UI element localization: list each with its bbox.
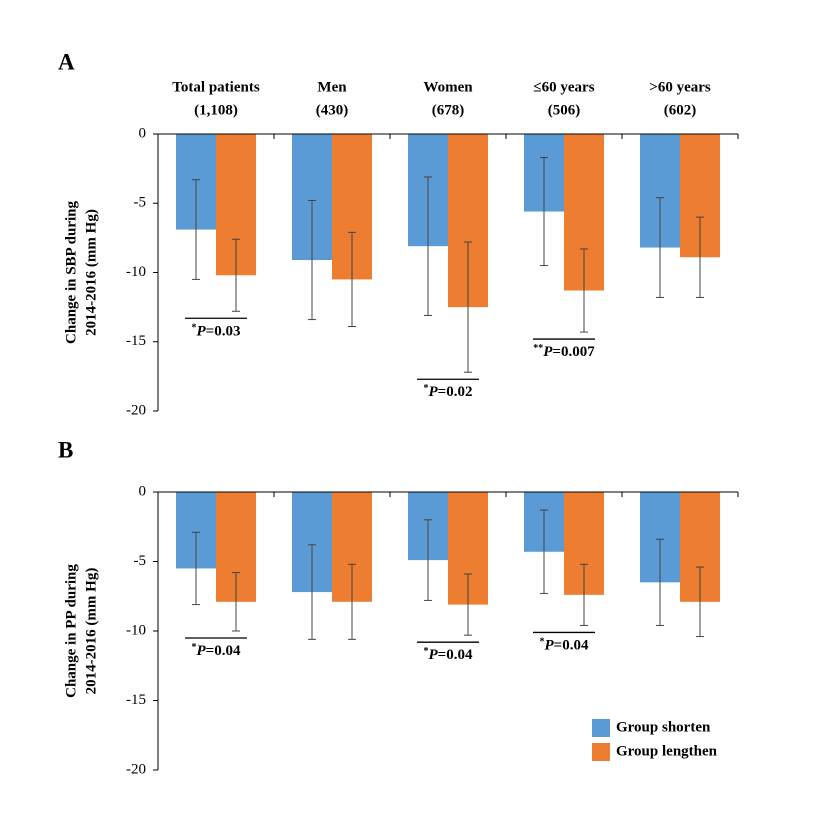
error-bar [656,197,664,298]
x-tick-label: (602) [664,102,697,118]
x-tick-label: (1,108) [194,102,238,118]
y-axis-title: 2014-2016 (mm Hg) [83,209,99,336]
y-tick-label: -10 [126,622,146,638]
y-axis-title: Change in SBP during [63,201,79,344]
y-tick-label: -20 [126,402,146,418]
significance-value: =0.04 [438,648,473,664]
y-tick-label: 0 [139,483,147,499]
legend-label: Group shorten [616,719,711,735]
error-bar [540,157,548,267]
y-tick-label: -20 [126,761,146,777]
y-tick-label: 0 [139,125,147,141]
x-tick-label: Total patients [172,79,260,95]
error-bar [540,509,548,594]
significance-label: *P=0.04 [192,642,241,659]
significance-label: *P=0.04 [424,646,473,663]
y-axis-title: 2014-2016 (mm Hg) [83,568,99,695]
significance-marker: * [424,384,429,395]
y-tick-label: -15 [126,333,146,349]
significance-label: *P=0.04 [540,637,589,654]
error-bar [424,519,432,601]
error-bar [656,538,664,626]
significance-label: *P=0.03 [192,323,241,340]
significance-p: P [197,324,207,340]
panel-label: A [58,49,75,74]
significance-p: P [429,648,439,664]
significance-p: P [545,638,555,654]
x-tick-label: (506) [548,102,581,118]
significance-label: *P=0.02 [424,384,473,401]
x-tick-label: Women [423,79,473,95]
significance-p: P [197,643,207,659]
y-tick-label: -10 [126,264,146,280]
significance-label: **P=0.007 [533,343,595,360]
significance-p: P [429,385,439,401]
error-bar [348,563,356,640]
significance-marker: ** [533,343,543,354]
x-tick-label: >60 years [649,79,711,95]
y-tick-label: -15 [126,692,146,708]
x-tick-label: (678) [432,102,465,118]
significance-marker: * [424,646,429,657]
y-axis-title: Change in PP during [63,564,79,698]
x-tick-label: Men [317,79,347,95]
x-tick-label: ≤60 years [533,79,594,95]
significance-value: =0.03 [206,324,241,340]
error-bar [580,563,588,626]
error-bar [192,179,200,280]
significance-value: =0.007 [552,344,595,360]
error-bar [232,238,240,312]
significance-marker: * [192,642,197,653]
error-bar [424,176,432,316]
legend-swatch [592,719,610,737]
y-tick-label: -5 [134,195,147,211]
error-bar [192,531,200,606]
significance-marker: * [192,323,197,334]
significance-value: =0.04 [554,638,589,654]
legend-swatch [592,743,610,761]
error-bar [464,241,472,373]
error-bar [308,544,316,640]
error-bar [232,572,240,632]
error-bar [580,248,588,333]
significance-value: =0.02 [438,385,473,401]
error-bar [696,566,704,638]
significance-value: =0.04 [206,643,241,659]
error-bar [308,199,316,321]
error-bar [348,231,356,328]
significance-marker: * [540,637,545,648]
error-bar [696,216,704,298]
legend-label: Group lengthen [616,743,718,759]
y-tick-label: -5 [134,553,147,569]
error-bar [464,573,472,636]
x-tick-label: (430) [316,102,349,118]
panel-label: B [58,437,73,462]
significance-p: P [543,344,553,360]
